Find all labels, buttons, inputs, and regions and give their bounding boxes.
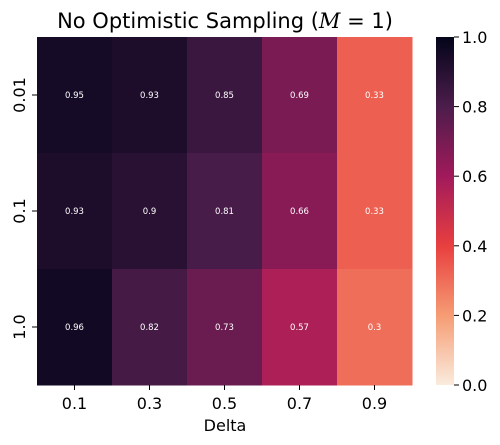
cell-value-label: 0.73 [215, 323, 234, 333]
x-tick-label: 0.7 [287, 394, 312, 413]
heatmap-cell [337, 37, 413, 154]
heatmap-cell [37, 153, 113, 270]
y-tick-label: 1.0 [10, 314, 29, 339]
x-tick-label: 0.1 [62, 394, 87, 413]
colorbar-tick-label: 0.8 [462, 98, 487, 117]
heatmap-cell [337, 269, 413, 386]
cell-value-label: 0.66 [290, 207, 309, 217]
colorbar-tick-label: 0.4 [462, 237, 487, 256]
x-tick-label: 0.9 [362, 394, 387, 413]
heatmap-cell [37, 269, 113, 386]
cell-value-label: 0.3 [368, 323, 382, 333]
heatmap-cell-labels: 0.95 0.93 0.85 0.69 0.33 0.93 0.9 0.81 0.66 0.33 0… [65, 91, 384, 333]
heatmap-cell [187, 153, 263, 270]
cell-value-label: 0.95 [65, 91, 84, 101]
x-axis-ticks: 0.1 0.3 0.5 0.7 0.9 [62, 385, 387, 413]
y-tick-label: 0.1 [10, 198, 29, 223]
cell-value-label: 0.33 [365, 91, 384, 101]
cell-value-label: 0.85 [215, 91, 234, 101]
heatmap-cell [262, 37, 338, 154]
cell-value-label: 0.82 [140, 323, 159, 333]
heatmap-cell [37, 37, 113, 154]
colorbar-tick-label: 0.6 [462, 167, 487, 186]
cell-value-label: 0.81 [215, 207, 234, 217]
chart-title-math: M [318, 9, 341, 33]
heatmap-cell [262, 153, 338, 270]
heatmap-cell [112, 269, 188, 386]
heatmap-cell [187, 37, 263, 154]
cell-value-label: 0.93 [140, 91, 159, 101]
colorbar-tick-label: 0.0 [462, 376, 487, 395]
chart-title: No Optimistic Sampling (M = 1) [57, 9, 393, 33]
colorbar [436, 37, 454, 385]
cell-value-label: 0.9 [143, 207, 157, 217]
cell-value-label: 0.93 [65, 207, 84, 217]
chart-title-prefix: No Optimistic Sampling ( [57, 9, 319, 33]
cell-value-label: 0.33 [365, 207, 384, 217]
heatmap-cell [112, 153, 188, 270]
y-tick-label: 0.01 [10, 77, 29, 113]
colorbar-tick-label: 1.0 [462, 28, 487, 47]
x-tick-label: 0.5 [212, 394, 237, 413]
chart-title-suffix: = 1) [340, 9, 393, 33]
heatmap-cells [37, 37, 413, 386]
heatmap-cell [337, 153, 413, 270]
heatmap-cell [262, 269, 338, 386]
heatmap-cell [187, 269, 263, 386]
cell-value-label: 0.57 [290, 323, 309, 333]
cell-value-label: 0.69 [290, 91, 309, 101]
y-axis-ticks: 0.01 0.1 1.0 [10, 77, 37, 340]
cell-value-label: 0.96 [65, 323, 84, 333]
heatmap-cell [112, 37, 188, 154]
x-axis-label: Delta [204, 416, 247, 435]
colorbar-tick-label: 0.2 [462, 306, 487, 325]
x-tick-label: 0.3 [137, 394, 162, 413]
colorbar-ticks: 0.0 0.2 0.4 0.6 0.8 1.0 [454, 28, 487, 395]
